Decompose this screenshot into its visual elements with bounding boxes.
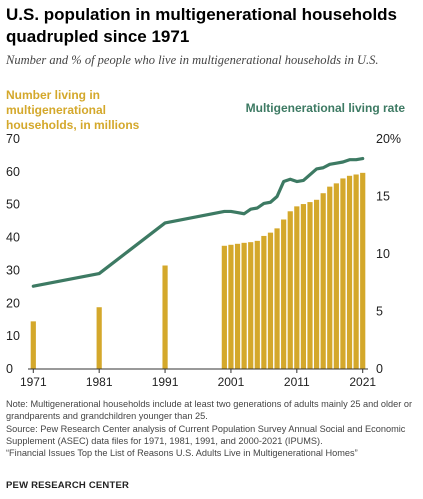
bar xyxy=(300,204,307,369)
right-tick-label: 5 xyxy=(376,305,383,319)
bar xyxy=(320,193,326,369)
bar xyxy=(313,199,320,369)
right-axis-label: Multigenerational living rate xyxy=(245,101,405,115)
left-tick-label: 60 xyxy=(6,165,20,179)
right-tick-label: 20% xyxy=(376,132,401,146)
bar xyxy=(267,232,274,369)
bar xyxy=(261,235,267,369)
x-tick-label: 1981 xyxy=(86,375,113,389)
bar xyxy=(307,202,313,369)
x-tick-label: 1991 xyxy=(152,375,179,389)
bar xyxy=(294,206,300,369)
x-tick-label: 1971 xyxy=(20,375,47,389)
note-text: Note: Multigenerational households inclu… xyxy=(6,399,413,422)
bar xyxy=(96,307,102,369)
bar xyxy=(234,243,241,369)
bar xyxy=(248,242,254,369)
bar xyxy=(353,174,359,369)
bar xyxy=(346,175,353,369)
x-tick-label: 2001 xyxy=(218,375,245,389)
source-text: Source: Pew Research Center analysis of … xyxy=(6,423,406,446)
left-tick-label: 70 xyxy=(6,132,20,146)
bar xyxy=(340,178,346,369)
bar xyxy=(241,242,247,369)
left-tick-label: 0 xyxy=(6,362,13,376)
bar xyxy=(287,211,293,369)
bar xyxy=(281,219,287,369)
left-tick-label: 40 xyxy=(6,231,20,245)
left-axis-label: Number living in multigenerational house… xyxy=(6,88,140,132)
organization-name: PEW RESEARCH CENTER xyxy=(6,480,130,491)
chart-subtitle: Number and % of people who live in multi… xyxy=(6,53,379,67)
bar xyxy=(327,186,333,369)
bar xyxy=(254,240,260,369)
bar xyxy=(30,321,36,369)
rate-line xyxy=(31,156,365,288)
bar xyxy=(228,244,234,369)
chart-notes: Note: Multigenerational households inclu… xyxy=(6,398,418,459)
x-tick-label: 2011 xyxy=(284,375,310,389)
left-tick-label: 10 xyxy=(6,329,20,343)
report-title: “Financial Issues Top the List of Reason… xyxy=(6,448,358,459)
chart-plot: 1971 1981 1991 2001 2011 20210102030405060700… xyxy=(6,132,401,389)
left-tick-label: 20 xyxy=(6,296,20,310)
left-tick-label: 30 xyxy=(6,263,20,277)
right-tick-label: 0 xyxy=(376,362,383,376)
bar xyxy=(162,265,168,369)
bar xyxy=(274,228,280,369)
x-tick-label: 2021 xyxy=(349,375,376,389)
left-tick-label: 50 xyxy=(6,198,20,212)
bar xyxy=(360,172,366,369)
bar xyxy=(333,183,339,369)
right-tick-label: 10 xyxy=(376,247,390,261)
bar xyxy=(221,245,227,369)
bar-series xyxy=(30,172,366,369)
chart-title: U.S. population in multigenerational hou… xyxy=(6,5,398,46)
right-tick-label: 15 xyxy=(376,190,390,204)
